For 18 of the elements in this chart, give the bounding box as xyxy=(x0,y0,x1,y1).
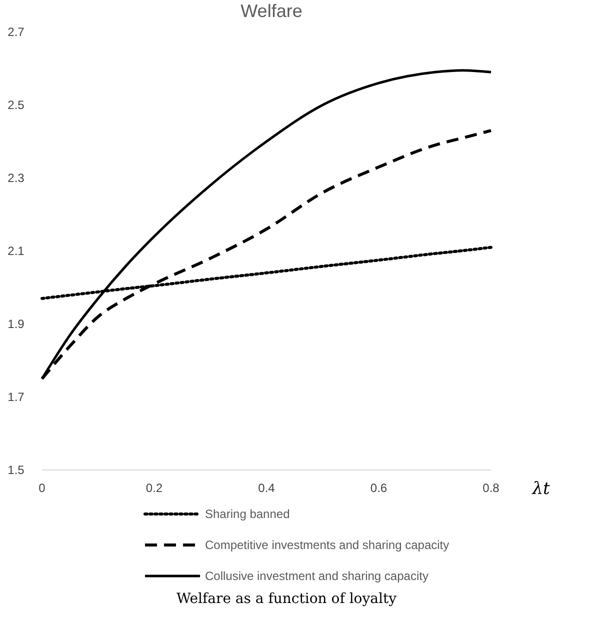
y-tick-label: 2.7 xyxy=(8,25,25,39)
y-tick-label: 1.5 xyxy=(8,463,25,477)
y-tick-label: 1.9 xyxy=(8,317,25,331)
y-tick-label: 2.3 xyxy=(8,171,25,185)
legend-label: Competitive investments and sharing capacity xyxy=(205,538,450,552)
x-tick-label: 0.6 xyxy=(370,481,388,495)
y-tick-label: 1.7 xyxy=(8,390,25,404)
chart-title: Welfare xyxy=(240,1,302,21)
x-tick-label: 0.4 xyxy=(258,481,276,495)
y-tick-label: 2.5 xyxy=(8,98,25,112)
x-axis-title: λt xyxy=(531,479,550,499)
text: Welfare as a function of loyalty xyxy=(176,591,397,607)
x-tick-label: 0.2 xyxy=(146,481,163,495)
legend-label: Collusive investment and sharing capacity xyxy=(205,569,428,583)
legend-label: Sharing banned xyxy=(205,507,290,521)
x-tick-label: 0.8 xyxy=(482,481,500,495)
x-tick-label: 0 xyxy=(38,481,46,495)
y-tick-label: 2.1 xyxy=(8,244,25,258)
